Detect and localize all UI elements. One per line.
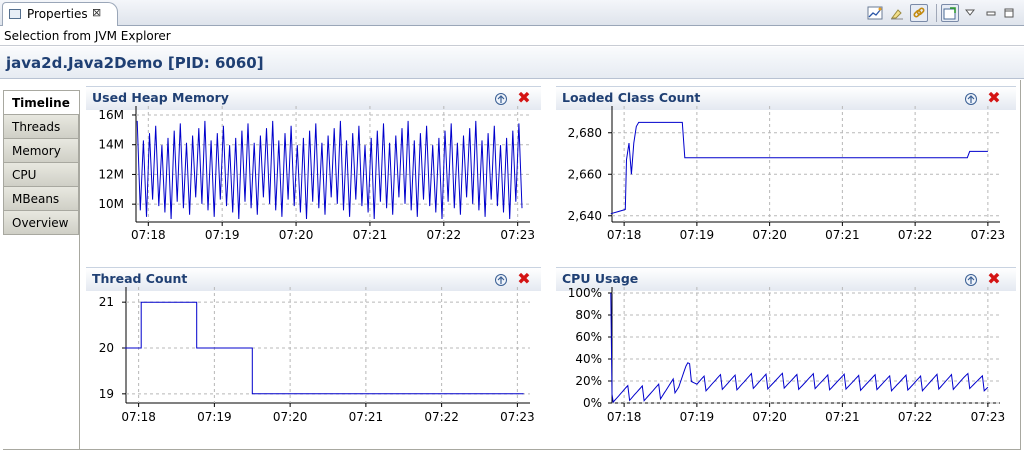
x-tick-label: 07:19 [197, 410, 232, 424]
heap-panel-header: Used Heap Memory ✖ [86, 86, 541, 110]
clear-icon[interactable] [888, 4, 906, 22]
content-border-right [1020, 80, 1021, 450]
x-tick-label: 07:18 [607, 228, 642, 242]
close-icon[interactable]: ✖ [517, 88, 531, 107]
y-tick-label: 10M [98, 197, 124, 211]
y-tick-label: 2,640 [568, 209, 602, 223]
x-tick-label: 07:20 [279, 228, 314, 242]
x-tick-label: 07:20 [273, 410, 308, 424]
minimize-icon[interactable] [984, 4, 998, 22]
page-title: java2d.Java2Demo [PID: 6060] [6, 54, 264, 72]
y-tick-label: 0% [583, 396, 602, 410]
x-tick-label: 07:21 [353, 228, 388, 242]
x-tick-label: 07:22 [898, 228, 933, 242]
x-tick-label: 07:19 [205, 228, 240, 242]
y-tick-label: 80% [575, 308, 602, 322]
y-tick-label: 100% [568, 286, 602, 300]
maximize-icon[interactable] [1002, 4, 1016, 22]
y-tick-label: 16M [98, 108, 124, 122]
y-tick-label: 40% [575, 352, 602, 366]
tab-mbeans[interactable]: MBeans [3, 187, 79, 211]
y-tick-label: 14M [98, 138, 124, 152]
cpu-panel-header: CPU Usage ✖ [556, 267, 1016, 291]
save-chart-icon[interactable] [494, 92, 508, 106]
close-icon[interactable]: ✖ [987, 269, 1001, 288]
y-tick-label: 60% [575, 330, 602, 344]
y-tick-label: 12M [98, 167, 124, 181]
y-tick-label: 2,660 [568, 167, 602, 181]
threads-panel-title: Thread Count [92, 271, 188, 286]
selection-description: Selection from JVM Explorer [0, 27, 1024, 46]
classes-panel-header: Loaded Class Count ✖ [556, 86, 1016, 110]
tab-cpu[interactable]: CPU [3, 163, 79, 187]
x-tick-label: 07:18 [121, 410, 156, 424]
y-tick-label: 20 [99, 341, 114, 355]
series-line [610, 292, 989, 404]
x-tick-label: 07:23 [971, 228, 1006, 242]
close-view-button[interactable]: ⊠ [92, 6, 102, 19]
x-tick-label: 07:19 [680, 410, 715, 424]
vertical-tab-list: Timeline Threads Memory CPU MBeans Overv… [3, 90, 79, 235]
x-tick-label: 07:21 [825, 410, 860, 424]
save-chart-icon[interactable] [964, 273, 978, 287]
x-tick-label: 07:18 [607, 410, 642, 424]
tab-overview[interactable]: Overview [3, 211, 79, 235]
x-tick-label: 07:22 [427, 228, 462, 242]
x-tick-label: 07:18 [131, 228, 166, 242]
heap-panel-title: Used Heap Memory [92, 90, 229, 105]
series-line [610, 121, 988, 215]
x-tick-label: 07:19 [680, 228, 715, 242]
x-tick-label: 07:21 [349, 410, 384, 424]
series-line [136, 120, 523, 220]
tab-timeline[interactable]: Timeline [3, 90, 79, 115]
properties-icon [9, 9, 21, 19]
view-menu-icon[interactable] [963, 4, 977, 22]
x-tick-label: 07:22 [424, 410, 459, 424]
content-border-bottom [3, 449, 1021, 450]
threads-panel-header: Thread Count ✖ [86, 267, 541, 291]
close-icon[interactable]: ✖ [987, 88, 1001, 107]
toolbar-separator [936, 4, 937, 22]
y-tick-label: 21 [99, 295, 114, 309]
page-header: java2d.Java2Demo [PID: 6060] [0, 47, 1024, 79]
close-icon[interactable]: ✖ [517, 269, 531, 288]
properties-view-tab[interactable]: Properties ⊠ [2, 2, 118, 26]
view-tab-label: Properties [27, 7, 88, 21]
x-tick-label: 07:20 [752, 410, 787, 424]
x-tick-label: 07:23 [500, 410, 535, 424]
pin-icon[interactable] [941, 4, 959, 22]
x-tick-label: 07:23 [500, 228, 535, 242]
tab-memory[interactable]: Memory [3, 139, 79, 163]
y-tick-label: 2,680 [568, 126, 602, 140]
save-chart-icon[interactable] [494, 273, 508, 287]
cpu-panel-title: CPU Usage [562, 271, 639, 286]
chart-icon[interactable] [866, 4, 884, 22]
series-line [124, 301, 524, 395]
save-chart-icon[interactable] [964, 92, 978, 106]
tab-border [79, 90, 80, 450]
classes-panel-title: Loaded Class Count [562, 90, 701, 105]
x-tick-label: 07:20 [752, 228, 787, 242]
y-tick-label: 19 [99, 387, 114, 401]
view-tab-bar: Properties ⊠ [0, 0, 1024, 26]
tab-threads[interactable]: Threads [3, 115, 79, 139]
y-tick-label: 20% [575, 374, 602, 388]
x-tick-label: 07:23 [971, 410, 1006, 424]
x-tick-label: 07:22 [898, 410, 933, 424]
x-tick-label: 07:21 [825, 228, 860, 242]
link-icon[interactable] [910, 4, 928, 22]
